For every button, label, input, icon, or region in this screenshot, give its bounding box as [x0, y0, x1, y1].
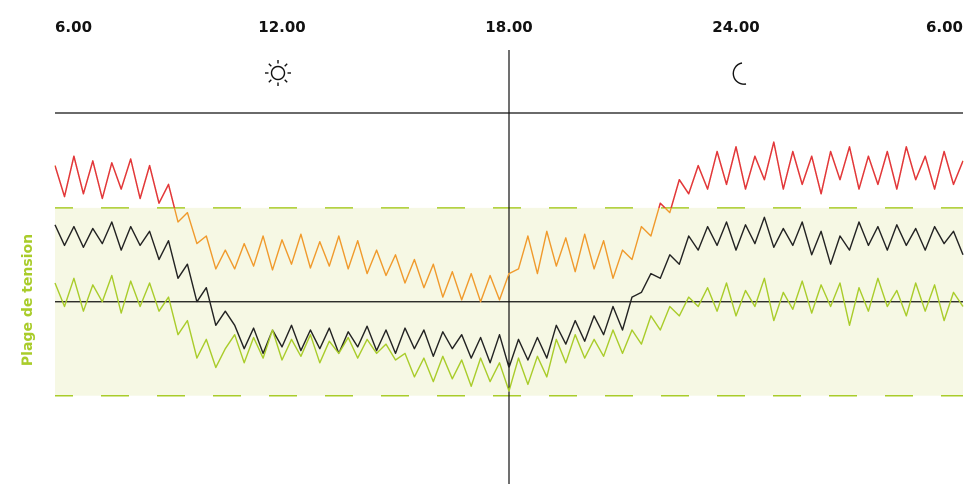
x-tick-label: 12.00: [258, 18, 305, 36]
y-axis-label: Plage de tension: [20, 234, 36, 366]
series-line: [54, 216, 964, 369]
sun-icon: [265, 60, 291, 86]
x-tick-label: 6.00: [926, 18, 963, 36]
x-tick-label: 24.00: [712, 18, 759, 36]
series-line-over-band: [55, 141, 963, 208]
moon-icon: [732, 62, 747, 85]
series-line: [54, 274, 964, 392]
x-tick-label: 6.00: [55, 18, 92, 36]
x-tick-label: 18.00: [485, 18, 532, 36]
